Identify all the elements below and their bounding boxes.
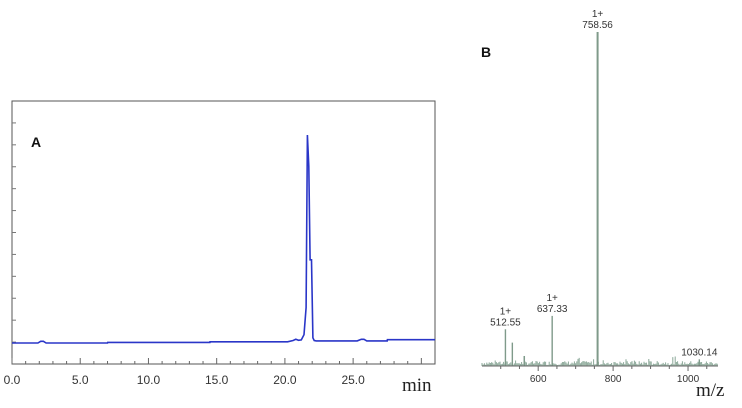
mass-spectrum-x-tick-label: 600 — [530, 374, 547, 385]
chromatogram-x-tick-label: 20.0 — [273, 373, 297, 387]
mass-spectrum-charge-label: 1+ — [500, 306, 512, 317]
chromatogram-x-tick-label: 15.0 — [205, 373, 229, 387]
mass-spectrum-peak-label: 1030.14 — [681, 347, 718, 358]
chromatogram-x-tick-label: 5.0 — [72, 373, 89, 387]
chromatogram-x-ticks: 0.0 5.0 10.0 15.0 20.0 25.0 — [4, 358, 422, 387]
chromatogram-frame — [11, 100, 436, 365]
mass-spectrum-peak-label: 758.56 — [582, 20, 613, 31]
mass-spectrum-panel: B 512.551+ 637.331+758.561+1030.14 600 800… — [481, 9, 725, 401]
mass-spectrum-x-tick-label: 800 — [605, 374, 622, 385]
mass-spectrum-x-ticks: 600 800 1000 — [500, 366, 708, 385]
chromatogram-y-ticks — [12, 122, 16, 343]
chromatogram-x-axis-label: min — [402, 375, 432, 396]
chromatogram-x-tick-label: 25.0 — [341, 373, 365, 387]
chromatogram-x-tick-label: 10.0 — [137, 373, 161, 387]
mass-spectrum-panel-label: B — [481, 44, 491, 60]
chromatogram-panel-label: A — [31, 134, 41, 150]
chromatogram-panel: A 0.0 5.0 10.0 15.0 20.0 25.0 min — [4, 100, 436, 396]
mass-spectrum-peak-label: 637.33 — [537, 304, 568, 315]
chromatogram-x-tick-label: 0.0 — [4, 373, 21, 387]
mass-spectrum-noise — [481, 356, 718, 366]
mass-spectrum-peak-label: 512.55 — [490, 317, 521, 328]
mass-spectrum-charge-label: 1+ — [592, 9, 604, 20]
mass-spectrum-peaks: 512.551+ 637.331+758.561+1030.14 — [490, 9, 718, 366]
mass-spectrum-charge-label: 1+ — [546, 293, 558, 304]
mass-spectrum-x-axis-label: m/z — [696, 380, 725, 401]
mass-spectrum-x-tick-label: 1000 — [677, 374, 700, 385]
chromatogram-trace — [12, 134, 435, 344]
